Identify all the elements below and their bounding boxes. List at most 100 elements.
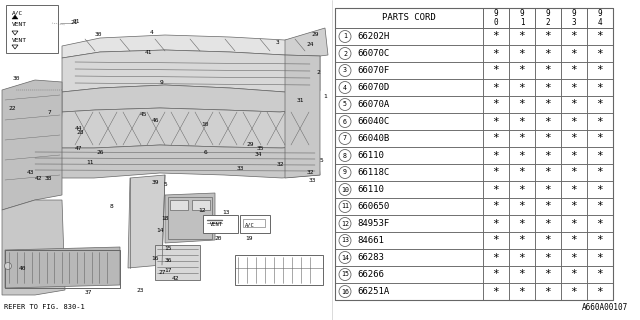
Text: A660A00107: A660A00107: [582, 303, 628, 312]
Bar: [509, 164, 535, 181]
Bar: [335, 181, 483, 198]
Text: *: *: [545, 252, 552, 262]
Bar: [587, 215, 613, 232]
Text: 66070D: 66070D: [357, 83, 389, 92]
Text: *: *: [571, 100, 577, 109]
Bar: [509, 181, 535, 198]
Bar: [483, 249, 509, 266]
Bar: [509, 8, 535, 28]
Bar: [535, 198, 561, 215]
Bar: [561, 28, 587, 45]
Bar: [335, 249, 483, 266]
Bar: [535, 249, 561, 266]
Bar: [483, 266, 509, 283]
Bar: [483, 164, 509, 181]
Text: *: *: [545, 286, 552, 297]
Text: *: *: [545, 150, 552, 161]
Bar: [483, 45, 509, 62]
Polygon shape: [285, 28, 328, 56]
Text: 18: 18: [161, 215, 169, 220]
Bar: [335, 198, 483, 215]
Bar: [335, 283, 483, 300]
Bar: [587, 8, 613, 28]
Bar: [335, 266, 483, 283]
Text: *: *: [545, 66, 552, 76]
Text: *: *: [545, 31, 552, 42]
Text: 2: 2: [316, 69, 320, 75]
Text: *: *: [571, 202, 577, 212]
Bar: [587, 181, 613, 198]
Text: *: *: [518, 116, 525, 126]
Text: 66110: 66110: [357, 185, 384, 194]
Text: 30: 30: [94, 33, 102, 37]
Bar: [483, 28, 509, 45]
Text: 16: 16: [341, 289, 349, 294]
Text: *: *: [596, 150, 604, 161]
Text: 66070C: 66070C: [357, 49, 389, 58]
Bar: [535, 215, 561, 232]
Text: *: *: [596, 49, 604, 59]
Bar: [509, 283, 535, 300]
Bar: [335, 28, 483, 45]
Text: 9
1: 9 1: [520, 9, 524, 27]
Text: *: *: [545, 167, 552, 178]
Text: 24: 24: [307, 43, 314, 47]
Text: VENT: VENT: [12, 37, 27, 43]
Text: *: *: [571, 286, 577, 297]
Bar: [168, 197, 212, 239]
Polygon shape: [62, 35, 320, 58]
Text: 21: 21: [70, 20, 77, 25]
Text: 8: 8: [343, 153, 347, 158]
Bar: [561, 147, 587, 164]
Text: *: *: [571, 133, 577, 143]
Bar: [535, 283, 561, 300]
Bar: [587, 96, 613, 113]
Bar: [587, 249, 613, 266]
Text: *: *: [571, 269, 577, 279]
Circle shape: [339, 30, 351, 43]
Text: *: *: [493, 167, 499, 178]
Text: 10: 10: [201, 123, 209, 127]
Circle shape: [339, 65, 351, 76]
Bar: [509, 96, 535, 113]
Bar: [483, 130, 509, 147]
Bar: [335, 96, 483, 113]
Text: 35: 35: [256, 146, 264, 150]
Bar: [240, 215, 270, 233]
Polygon shape: [60, 108, 318, 148]
Text: *: *: [493, 66, 499, 76]
Text: 20: 20: [214, 236, 221, 241]
Text: 12: 12: [341, 220, 349, 227]
Bar: [561, 164, 587, 181]
Text: *: *: [571, 31, 577, 42]
Bar: [509, 266, 535, 283]
Text: 3: 3: [343, 68, 347, 74]
Text: *: *: [596, 202, 604, 212]
Bar: [335, 147, 483, 164]
Text: *: *: [596, 286, 604, 297]
Text: *: *: [493, 31, 499, 42]
Text: *: *: [571, 116, 577, 126]
Bar: [561, 113, 587, 130]
Text: *: *: [571, 49, 577, 59]
Polygon shape: [2, 200, 65, 295]
Text: 8: 8: [110, 204, 114, 210]
Text: *: *: [493, 100, 499, 109]
Text: *: *: [571, 236, 577, 245]
Text: *: *: [545, 116, 552, 126]
Bar: [535, 181, 561, 198]
Text: *: *: [518, 66, 525, 76]
Bar: [509, 79, 535, 96]
Text: *: *: [493, 236, 499, 245]
Text: 66283: 66283: [357, 253, 384, 262]
Text: *: *: [518, 252, 525, 262]
Text: *: *: [493, 219, 499, 228]
Bar: [587, 232, 613, 249]
Bar: [561, 79, 587, 96]
Text: *: *: [493, 150, 499, 161]
Text: *: *: [545, 236, 552, 245]
Bar: [561, 62, 587, 79]
Bar: [535, 130, 561, 147]
Text: PARTS CORD: PARTS CORD: [382, 13, 436, 22]
Text: *: *: [545, 202, 552, 212]
